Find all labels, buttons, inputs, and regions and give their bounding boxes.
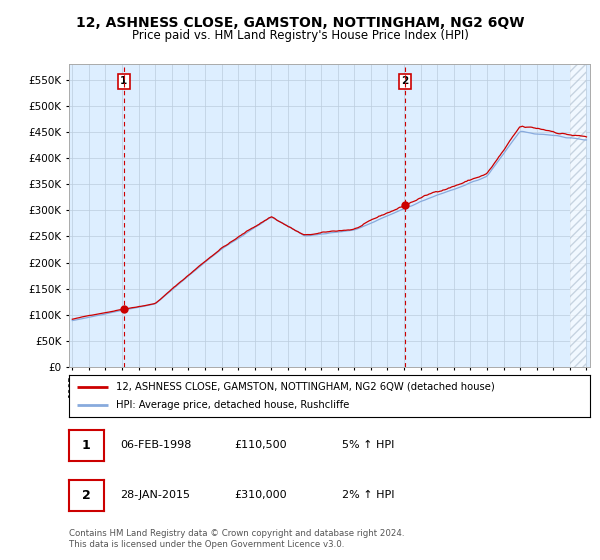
Text: £110,500: £110,500 [234, 440, 287, 450]
Text: 12, ASHNESS CLOSE, GAMSTON, NOTTINGHAM, NG2 6QW: 12, ASHNESS CLOSE, GAMSTON, NOTTINGHAM, … [76, 16, 524, 30]
Text: £310,000: £310,000 [234, 490, 287, 500]
Text: 1: 1 [82, 438, 91, 452]
Text: 28-JAN-2015: 28-JAN-2015 [120, 490, 190, 500]
Text: Price paid vs. HM Land Registry's House Price Index (HPI): Price paid vs. HM Land Registry's House … [131, 29, 469, 42]
Text: Contains HM Land Registry data © Crown copyright and database right 2024.
This d: Contains HM Land Registry data © Crown c… [69, 529, 404, 549]
Text: 2: 2 [82, 489, 91, 502]
Text: 12, ASHNESS CLOSE, GAMSTON, NOTTINGHAM, NG2 6QW (detached house): 12, ASHNESS CLOSE, GAMSTON, NOTTINGHAM, … [116, 382, 494, 392]
Text: HPI: Average price, detached house, Rushcliffe: HPI: Average price, detached house, Rush… [116, 400, 349, 410]
Text: 2: 2 [401, 77, 409, 86]
Text: 2% ↑ HPI: 2% ↑ HPI [342, 490, 395, 500]
Text: 5% ↑ HPI: 5% ↑ HPI [342, 440, 394, 450]
Text: 06-FEB-1998: 06-FEB-1998 [120, 440, 191, 450]
Text: 1: 1 [120, 77, 127, 86]
